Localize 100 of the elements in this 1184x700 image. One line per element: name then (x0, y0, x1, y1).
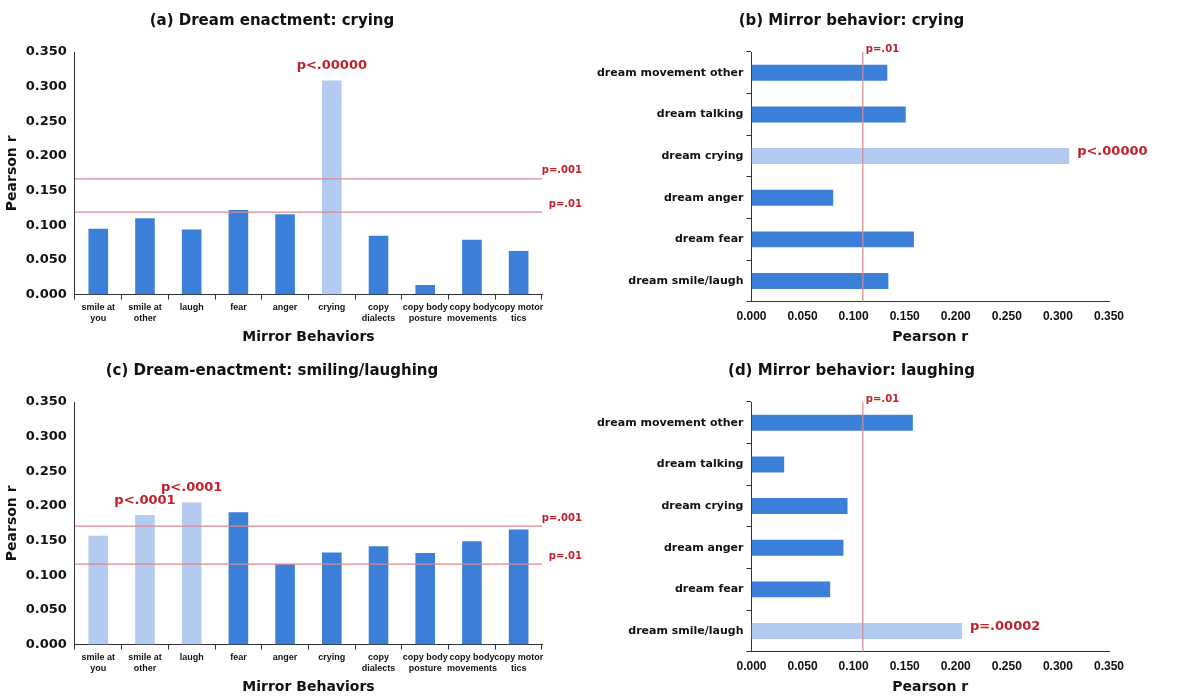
x-tick-label: smile at other (128, 302, 162, 324)
bar (135, 218, 155, 295)
x-tick-label: 0.200 (940, 659, 972, 674)
x-tick-label: copy body posture (402, 652, 448, 674)
chart-title: (b) Mirror behavior: crying (738, 10, 965, 29)
ref-line-label: p=.01 (548, 197, 583, 209)
bar (751, 64, 888, 81)
x-tick-label: copy dialects (361, 652, 396, 674)
bar (228, 512, 249, 645)
y-tick-label: dream crying (661, 148, 744, 162)
chart-title: (a) Dream enactment: crying (149, 10, 395, 29)
annotation: p<.00000 (296, 57, 367, 73)
y-tick-label: dream anger (664, 190, 745, 204)
y-tick-label: 0.100 (25, 566, 67, 582)
x-tick-label: laugh (179, 302, 204, 313)
y-tick-label: 0.200 (25, 147, 67, 163)
x-tick-label: copy body posture (402, 302, 448, 324)
y-tick-label: dream fear (674, 232, 745, 246)
bar (415, 553, 436, 645)
y-tick-label: dream smile/laugh (628, 273, 744, 287)
x-tick-label: laugh (179, 652, 204, 663)
bar (88, 535, 109, 645)
ref-line-label: p=.01 (865, 392, 900, 404)
x-tick-label: 0.300 (1042, 659, 1074, 674)
bar (275, 564, 295, 645)
x-tick-label: 0.150 (889, 659, 921, 674)
annotation: p<.00000 (1077, 143, 1148, 159)
x-tick-label: 0.000 (736, 659, 767, 674)
ref-line-label: p=.01 (548, 549, 583, 561)
x-tick-label: fear (230, 652, 248, 663)
ref-line-label: p=.001 (541, 164, 583, 176)
x-tick-label: 0.150 (889, 309, 921, 324)
y-tick-label: dream anger (664, 540, 745, 554)
x-tick-label: 0.300 (1042, 309, 1074, 324)
bar (751, 231, 914, 248)
x-axis-title: Mirror Behaviors (242, 678, 375, 695)
y-tick-label: dream talking (656, 107, 744, 121)
y-tick-label: 0.050 (25, 251, 67, 267)
chart-title: (d) Mirror behavior: laughing (728, 360, 975, 379)
bar (322, 552, 342, 645)
bar (751, 414, 913, 431)
x-tick-label: 0.200 (940, 309, 972, 324)
y-tick-label: dream movement other (597, 65, 745, 79)
y-tick-label: 0.150 (25, 182, 67, 197)
bar (751, 581, 831, 598)
bar (751, 539, 844, 556)
y-tick-label: 0.200 (25, 497, 67, 513)
y-tick-label: 0.000 (25, 285, 67, 301)
x-tick-label: 0.050 (787, 309, 818, 324)
y-tick-label: 0.150 (25, 532, 67, 547)
bar (228, 210, 249, 295)
x-axis-title: Mirror Behaviors (242, 328, 375, 345)
y-axis-title: Pearson r (3, 135, 20, 212)
y-tick-label: dream talking (656, 457, 744, 471)
x-tick-label: 0.050 (787, 659, 818, 674)
bar (415, 284, 436, 295)
x-axis-title: Pearson r (892, 678, 969, 695)
x-tick-label: 0.250 (991, 659, 1023, 674)
bar (462, 541, 482, 645)
bar (751, 498, 848, 515)
bar (181, 502, 202, 645)
x-tick-label: smile at you (81, 652, 116, 674)
y-tick-label: 0.000 (25, 635, 67, 651)
bar (322, 80, 342, 295)
x-tick-label: anger (272, 652, 298, 663)
y-tick-label: dream smile/laugh (628, 623, 744, 637)
x-tick-label: smile at other (128, 652, 162, 674)
bar (368, 546, 389, 645)
bar (275, 214, 295, 295)
y-tick-label: dream movement other (597, 415, 745, 429)
bar (751, 148, 1070, 165)
bar (135, 514, 155, 645)
bar (368, 235, 389, 295)
y-axis-title: Pearson r (3, 485, 20, 562)
y-tick-label: 0.250 (25, 112, 67, 128)
bar (181, 229, 202, 295)
bar (751, 456, 785, 473)
ref-line-label: p=.001 (541, 511, 583, 523)
bar (508, 250, 529, 295)
x-tick-label: smile at you (81, 302, 116, 324)
y-tick-label: dream fear (674, 582, 745, 596)
annotation: p=.00002 (969, 618, 1041, 634)
y-tick-label: 0.250 (25, 462, 67, 478)
bar (751, 189, 834, 206)
x-tick-label: crying (318, 652, 346, 663)
y-tick-label: 0.100 (25, 216, 67, 232)
x-tick-label: 0.000 (736, 309, 767, 324)
bar (751, 273, 889, 289)
x-tick-label: 0.350 (1093, 309, 1125, 324)
x-tick-label: anger (272, 302, 298, 313)
y-tick-label: 0.050 (25, 601, 67, 617)
x-tick-label: crying (318, 302, 346, 313)
y-tick-label: 0.350 (25, 43, 67, 59)
bar (751, 623, 962, 639)
bar (88, 228, 109, 295)
ref-line-label: p=.01 (865, 42, 900, 54)
bar (508, 529, 529, 645)
y-tick-label: 0.300 (25, 428, 67, 444)
x-tick-label: 0.100 (838, 309, 869, 324)
bar (462, 239, 482, 295)
